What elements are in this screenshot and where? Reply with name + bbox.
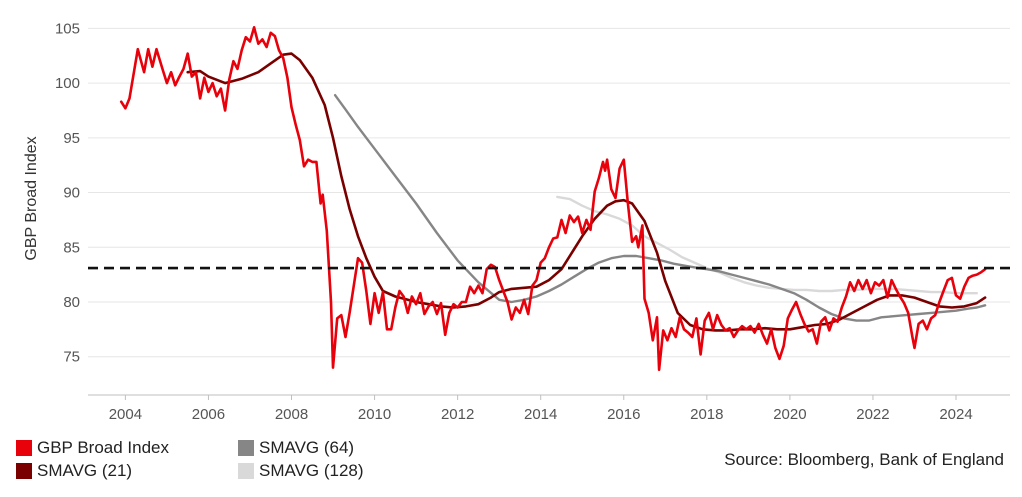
x-tick-label: 2014 xyxy=(524,406,557,423)
legend-item-smavg-128: SMAVG (128) xyxy=(238,461,364,481)
x-tick-label: 2020 xyxy=(773,406,806,423)
series-line-gbp-broad-index xyxy=(119,26,987,372)
x-axis-ticks: 2004 2006 2008 2010 2012 2014 2016 2018 2020 2022… xyxy=(109,395,973,423)
series-line-smavg-64 xyxy=(333,94,987,322)
legend-item-smavg-64: SMAVG (64) xyxy=(238,438,354,458)
x-tick-label: 2018 xyxy=(690,406,723,423)
y-axis-ticks: 75 80 85 90 95 100 105 xyxy=(55,20,80,365)
legend-swatch xyxy=(238,463,254,479)
series-line-smavg-128 xyxy=(556,195,978,295)
legend-item-gbp-broad-index: GBP Broad Index xyxy=(16,438,169,458)
legend-swatch xyxy=(238,440,254,456)
x-tick-label: 2004 xyxy=(109,406,142,423)
gridlines xyxy=(88,27,1010,358)
y-tick-label: 90 xyxy=(63,185,80,202)
y-tick-label: 75 xyxy=(63,349,80,366)
legend: GBP Broad Index SMAVG (21) SMAVG (64) SM… xyxy=(16,438,436,488)
x-tick-label: 2022 xyxy=(856,406,889,423)
series-line-smavg-21 xyxy=(186,52,987,332)
legend-label: GBP Broad Index xyxy=(37,438,169,457)
x-tick-label: 2016 xyxy=(607,406,640,423)
legend-swatch xyxy=(16,463,32,479)
legend-label: SMAVG (128) xyxy=(259,461,364,480)
legend-swatch xyxy=(16,440,32,456)
series-lines xyxy=(119,26,987,372)
x-tick-label: 2024 xyxy=(939,406,972,423)
y-tick-label: 85 xyxy=(63,239,80,256)
legend-label: SMAVG (64) xyxy=(259,438,355,457)
x-tick-label: 2008 xyxy=(275,406,308,423)
y-tick-label: 100 xyxy=(55,75,80,92)
legend-label: SMAVG (21) xyxy=(37,461,133,480)
y-tick-label: 95 xyxy=(63,130,80,147)
y-axis-label: GBP Broad Index xyxy=(23,136,40,260)
x-tick-label: 2012 xyxy=(441,406,474,423)
x-tick-label: 2010 xyxy=(358,406,391,423)
source-note: Source: Bloomberg, Bank of England xyxy=(724,450,1004,469)
x-tick-label: 2006 xyxy=(192,406,225,423)
y-tick-label: 80 xyxy=(63,294,80,311)
legend-item-smavg-21: SMAVG (21) xyxy=(16,461,132,481)
y-tick-label: 105 xyxy=(55,20,80,37)
